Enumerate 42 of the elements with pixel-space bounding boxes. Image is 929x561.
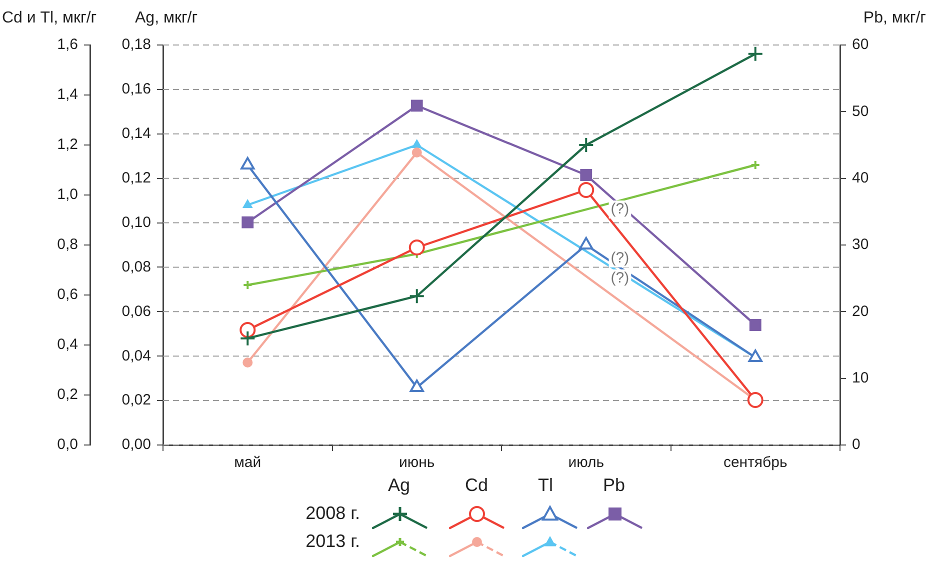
x-tick-label: июль [568,454,604,472]
y2-axis-title: Pb, мкг/г [863,9,926,26]
annotation: (?) [610,269,630,286]
y-tick-label: 0,04 [122,347,151,364]
y3-tick-label: 1,0 [57,186,78,204]
y-tick-label: 0,12 [122,169,151,186]
text: 2008 г. [306,503,360,524]
annotation: (?) [610,200,630,218]
y2-tick-label: 0 [852,436,860,454]
y-tick-label: 0,10 [122,214,151,231]
text: 2013 г. [306,531,360,552]
y2-tick-label: 10 [852,369,869,386]
annotation: (?) [610,249,630,266]
y3-tick-label: 0,8 [57,236,78,254]
text: Pb [603,475,626,496]
x-tick-label: май [234,454,262,472]
y2-tick-label: 30 [852,236,869,254]
y3-tick-label: 0,0 [57,436,78,454]
y3-tick-label: 1,2 [57,136,78,154]
y3-tick-label: 0,4 [57,336,78,354]
y3-tick-label: 0,2 [57,386,78,404]
y-tick-label: 0,02 [122,392,151,409]
text: Ag [388,475,410,496]
y3-tick-label: 1,6 [57,36,78,54]
y-tick-label: 0,00 [122,436,151,454]
y3-tick-label: 1,4 [57,86,78,104]
y-tick-label: 0,06 [122,302,151,320]
y-tick-label: 0,16 [122,80,151,98]
y3-tick-label: 0,6 [57,286,78,304]
y-tick-label: 0,14 [122,125,151,142]
y2-tick-label: 40 [852,169,869,186]
x-tick-label: сентябрь [723,454,788,472]
text: Cd [465,475,488,496]
text: Tl [538,475,553,496]
y2-tick-label: 20 [852,302,869,320]
y-tick-label: 0,18 [122,36,151,54]
y2-tick-label: 50 [852,102,869,120]
x-tick-label: июнь [399,454,435,472]
y-axis-title: Ag, мкг/г [135,9,198,26]
y2-tick-label: 60 [852,36,869,54]
y3-axis-title: Cd и Tl, мкг/г [2,9,97,26]
y-tick-label: 0,08 [122,258,151,276]
